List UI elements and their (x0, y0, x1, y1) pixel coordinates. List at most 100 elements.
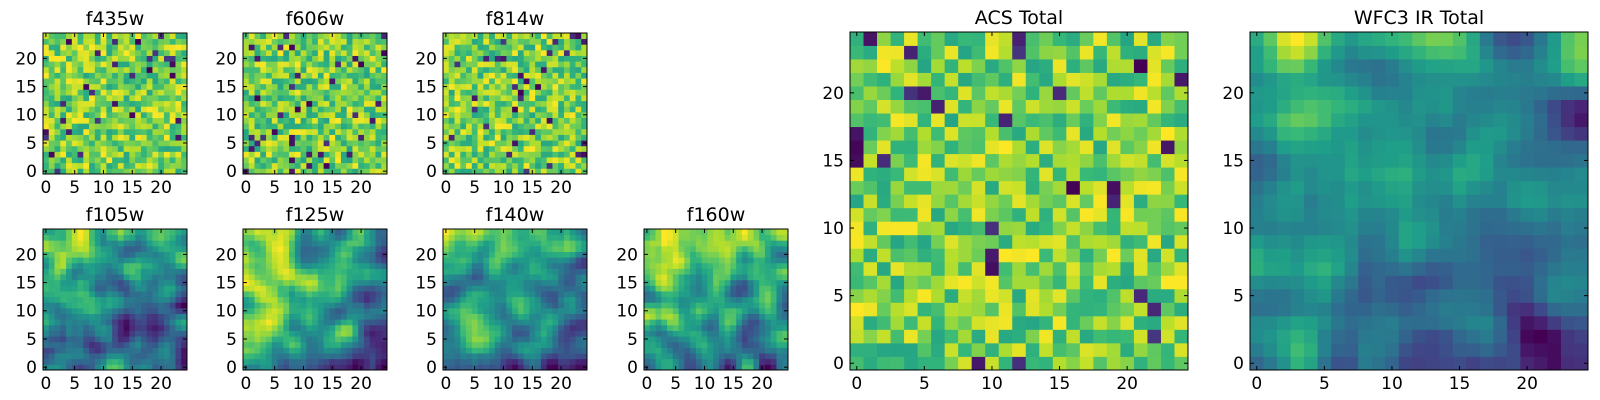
heatmap-cell (48, 319, 55, 326)
heatmap-cell (358, 324, 365, 331)
heatmap-cell (329, 72, 336, 79)
heatmap-cell (707, 245, 714, 252)
heatmap-cell (448, 100, 455, 107)
heatmap-cell (443, 324, 450, 331)
heatmap-cell (661, 307, 668, 314)
heatmap-cell (306, 336, 313, 343)
heatmap-cell (563, 168, 571, 175)
heatmap-cell (448, 268, 455, 275)
heatmap-cell (661, 257, 668, 264)
heatmap-cell (563, 38, 571, 45)
heatmap-cell (289, 100, 296, 107)
heatmap-cell (123, 324, 130, 331)
heatmap-cell (83, 61, 90, 68)
heatmap-cell (517, 61, 525, 68)
heatmap-cell (747, 257, 754, 264)
heatmap-cell (358, 313, 365, 320)
heatmap-cell (764, 257, 772, 264)
heatmap-cell (695, 234, 702, 241)
heatmap-cell (563, 268, 571, 275)
heatmap-cell (517, 140, 525, 147)
heatmap-cell (358, 268, 365, 275)
heatmap-cell (83, 347, 90, 354)
heatmap-cell (649, 330, 656, 337)
heatmap-cell (77, 117, 84, 124)
heatmap-cell (581, 291, 588, 298)
heatmap-cell (254, 78, 261, 85)
heatmap-cell (254, 128, 261, 135)
heatmap-cell (529, 274, 536, 281)
heatmap-cell (66, 279, 73, 286)
heatmap-cell (163, 296, 171, 303)
heatmap-cell (152, 123, 159, 130)
heatmap-cell (135, 262, 142, 269)
heatmap-cell (494, 234, 501, 241)
heatmap-cell (736, 341, 743, 348)
heatmap-cell (254, 285, 261, 292)
heatmap-cell (66, 324, 73, 331)
heatmap-cell (904, 356, 918, 371)
heatmap-cell (306, 151, 313, 158)
heatmap-cell (690, 324, 697, 331)
heatmap-cell (140, 134, 148, 141)
heatmap-cell (112, 151, 119, 158)
heatmap-cell (477, 128, 484, 135)
heatmap-cell (454, 245, 461, 252)
heatmap-cell (1133, 329, 1148, 344)
heatmap-cell (724, 262, 731, 269)
heatmap-cell (163, 66, 171, 73)
heatmap-cell (724, 319, 731, 326)
heatmap-cell (517, 78, 525, 85)
heatmap-cell (483, 157, 490, 164)
heatmap-cell (985, 315, 1000, 330)
heatmap-cell (443, 49, 450, 56)
heatmap-cell (306, 38, 313, 45)
heatmap-cell (112, 302, 119, 309)
heatmap-cell (152, 302, 159, 309)
heatmap-cell (1160, 207, 1175, 222)
heatmap-cell (369, 162, 376, 169)
heatmap-cell (283, 123, 290, 130)
heatmap-cell (460, 285, 467, 292)
heatmap-cell (500, 162, 507, 169)
heatmap-cell (117, 83, 125, 90)
heatmap-cell (381, 61, 388, 68)
heatmap-cell (89, 302, 96, 309)
heatmap-cell (175, 324, 182, 331)
heatmap-cell (529, 353, 536, 360)
heatmap-cell (271, 234, 278, 241)
heatmap-cell (152, 268, 159, 275)
heatmap-cell (770, 234, 777, 241)
heatmap-cell (690, 229, 697, 236)
heatmap-cell (175, 44, 182, 51)
heatmap-cell (94, 89, 101, 96)
heatmap-cell (346, 279, 353, 286)
heatmap-cell (248, 33, 255, 40)
heatmap-cell (117, 72, 125, 79)
heatmap-cell (512, 117, 519, 124)
heatmap-cell (77, 55, 84, 62)
heatmap-cell (289, 234, 296, 241)
heatmap-cell (523, 33, 530, 40)
x-tick-label: 10 (93, 178, 115, 198)
heatmap-cell (369, 353, 376, 360)
heatmap-cell (512, 358, 519, 365)
heatmap-cell (83, 134, 90, 141)
heatmap-cell (546, 229, 553, 236)
heatmap-cell (181, 72, 188, 79)
heatmap-cell (546, 61, 553, 68)
heatmap-cell (381, 33, 388, 40)
heatmap-cell (48, 111, 55, 118)
heatmap-cell (782, 358, 789, 365)
heatmap-cell (66, 123, 73, 130)
heatmap-cell (317, 285, 325, 292)
heatmap-cell (340, 296, 348, 303)
heatmap-cell (66, 95, 73, 102)
heatmap-cell (460, 157, 467, 164)
heatmap-cell (289, 123, 296, 130)
heatmap-cell (381, 341, 388, 348)
heatmap-cell (48, 33, 55, 40)
y-tick-label: 10 (616, 302, 638, 322)
heatmap-cell (300, 162, 307, 169)
heatmap-cell (352, 296, 359, 303)
